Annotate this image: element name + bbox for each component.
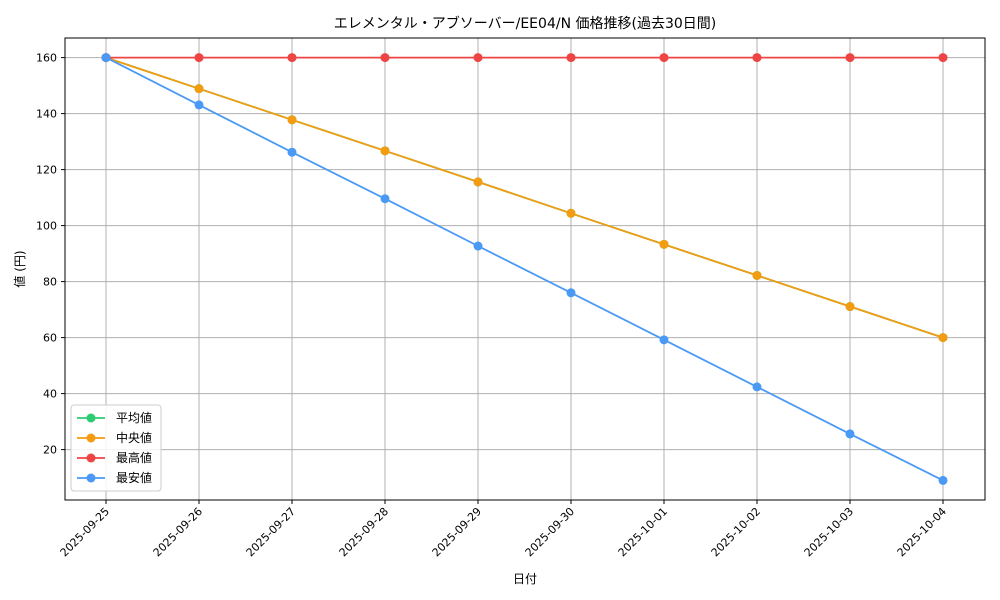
data-point — [659, 335, 669, 345]
chart-title: エレメンタル・アブソーバー/EE04/N 価格推移(過去30日間) — [334, 15, 716, 32]
data-point — [287, 53, 297, 63]
data-point — [845, 302, 855, 312]
legend-marker — [86, 433, 96, 443]
data-point — [845, 53, 855, 63]
data-point — [194, 100, 204, 110]
axes — [64, 37, 986, 501]
y-tick-label: 80 — [43, 276, 57, 289]
data-point — [938, 333, 948, 343]
data-point — [938, 53, 948, 63]
y-tick-label: 40 — [43, 388, 57, 401]
x-axis-label: 日付 — [513, 572, 537, 586]
data-point — [380, 146, 390, 156]
legend-label: 中央値 — [116, 430, 152, 445]
legend-marker — [86, 473, 96, 483]
data-point — [845, 429, 855, 439]
data-point — [938, 475, 948, 485]
legend-label: 平均値 — [116, 410, 152, 425]
grid — [65, 38, 985, 500]
legend-label: 最高値 — [116, 450, 152, 465]
data-point — [101, 53, 111, 63]
y-tick-label: 160 — [36, 52, 57, 65]
data-point — [752, 53, 762, 63]
legend-marker — [86, 453, 96, 463]
legend-label: 最安値 — [116, 470, 152, 485]
series-line — [105, 56, 944, 482]
y-tick-label: 120 — [36, 164, 57, 177]
data-point — [752, 270, 762, 280]
legend-box — [70, 404, 162, 492]
y-tick-label: 100 — [36, 220, 57, 233]
data-point — [194, 53, 204, 63]
data-point — [566, 53, 576, 63]
data-point — [473, 177, 483, 187]
y-tick-label: 60 — [43, 332, 57, 345]
data-point — [380, 194, 390, 204]
legend-marker — [86, 413, 96, 423]
data-point — [473, 241, 483, 251]
data-point — [380, 53, 390, 63]
data-point — [566, 288, 576, 298]
data-point — [659, 53, 669, 63]
data-point — [287, 147, 297, 157]
data-point — [659, 239, 669, 249]
y-axis-label: 値 (円) — [12, 250, 27, 287]
data-point — [287, 115, 297, 125]
data-point — [473, 53, 483, 63]
data-point — [566, 208, 576, 218]
series-lines — [101, 53, 948, 485]
data-point — [752, 382, 762, 392]
series-line — [105, 56, 944, 339]
y-tick-label: 140 — [36, 108, 57, 121]
y-tick-label: 20 — [43, 444, 57, 457]
plot-frame — [64, 37, 986, 501]
data-point — [194, 84, 204, 94]
